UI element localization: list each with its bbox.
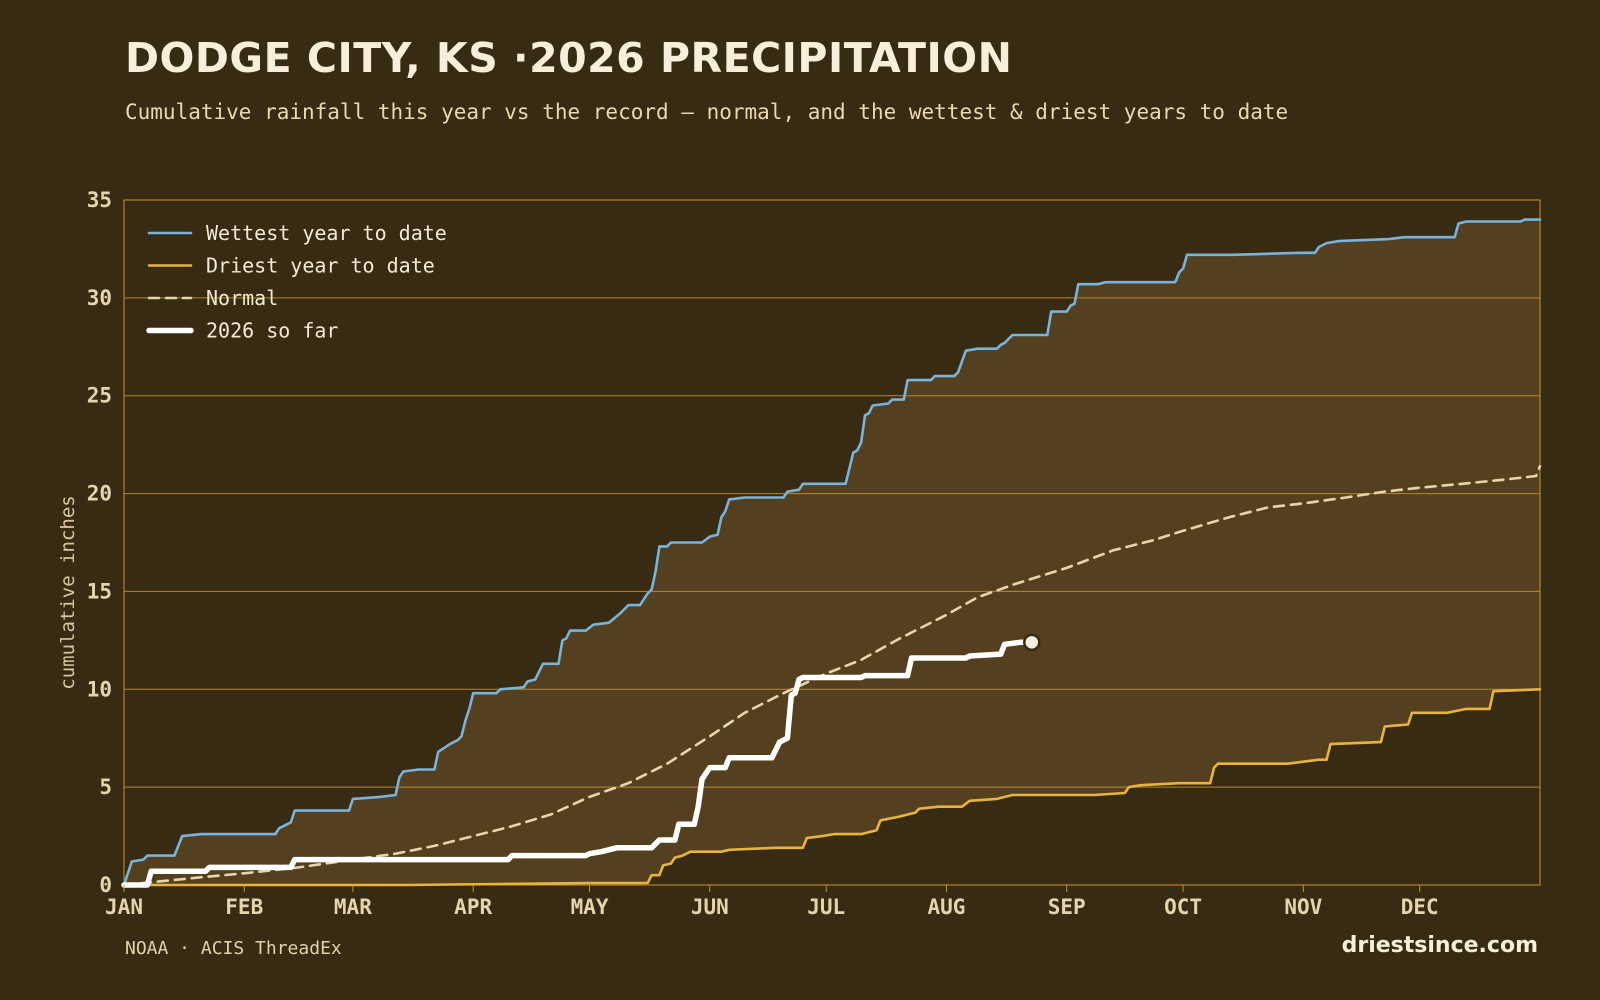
x-tick-label: NOV [1284,895,1322,919]
y-tick-label: 0 [99,873,112,897]
series-line-driest-year-to-date [122,688,1542,887]
legend: Wettest year to date Driest year to date N… [146,221,447,343]
x-tick-label: DEC [1401,895,1439,919]
y-tick-label: 10 [87,677,112,701]
y-axis-label: cumulative inches [57,495,79,689]
x-tick-label: OCT [1164,895,1202,919]
y-tick-label: 15 [87,579,112,603]
series-line-normal [122,464,1542,887]
y-tick-label: 25 [87,384,112,408]
grid-layer [123,199,1541,886]
legend-label: Normal [206,286,278,310]
x-tick-label: SEP [1048,895,1086,919]
series-layer [121,218,1542,888]
plot-frame [123,199,1541,886]
y-tick-label: 35 [87,188,112,212]
x-tick-label: FEB [225,895,263,919]
x-tick-label: MAY [571,895,609,919]
x-tick-label: MAR [334,895,372,919]
x-tick-label: JAN [105,895,143,919]
legend-label: Wettest year to date [206,221,447,245]
wet-dry-range-band [124,219,1540,886]
chart-subtitle: Cumulative rainfall this year vs the rec… [125,100,1289,124]
x-tick-label: APR [454,895,492,919]
series-line-wettest-year-to-date [122,218,1542,887]
y-tick-label: 20 [87,482,112,506]
legend-label: Driest year to date [206,254,435,278]
legend-label: 2026 so far [206,319,338,343]
x-tick-label: JUL [807,895,845,919]
x-tick-label: AUG [927,895,965,919]
x-tick-label: JUN [691,895,729,919]
current-value-marker [1023,633,1041,652]
series-line-2026-so-far [121,639,1035,888]
brand-link[interactable]: driestsince.com [1341,933,1538,958]
range-band-layer [124,219,1540,886]
axis-layer: 0 5 10 15 20 25 30 35 JAN FEB MAR APR MAY JUN JUL AUG SE… [57,188,1439,919]
data-source: NOAA · ACIS ThreadEx [125,938,342,959]
y-tick-label: 5 [99,775,112,799]
y-tick-label: 30 [87,286,112,310]
chart-title: DODGE CITY, KS ·2026 PRECIPITATION [125,34,1013,82]
